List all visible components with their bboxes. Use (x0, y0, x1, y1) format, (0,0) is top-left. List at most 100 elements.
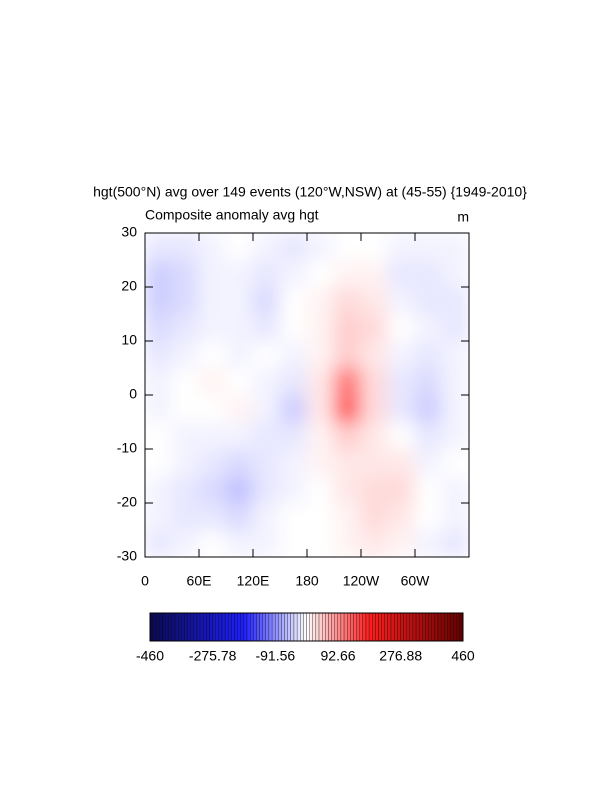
colorbar-box (156, 612, 160, 642)
cell (252, 502, 281, 531)
x-tick-label: 60E (187, 573, 212, 589)
cell (360, 529, 389, 557)
colorbar-box (162, 612, 166, 642)
cell (171, 340, 200, 369)
cell (441, 394, 469, 423)
x-tick-label: 0 (141, 573, 149, 589)
colorbar-box (362, 612, 367, 642)
cell (441, 421, 469, 450)
cell (145, 475, 173, 504)
x-tick-label: 120W (343, 573, 380, 589)
colorbar-box (303, 612, 307, 642)
cell (387, 340, 416, 369)
colorbar-box (390, 612, 395, 642)
cell (171, 233, 200, 261)
colorbar-box (203, 612, 207, 642)
cell (306, 313, 335, 342)
colorbar-box (271, 612, 276, 642)
cell (387, 475, 416, 504)
colorbar-box (453, 612, 457, 642)
cell (198, 502, 227, 531)
colorbar-box (400, 612, 404, 642)
cell (171, 259, 200, 288)
x-tick-label: 180 (295, 573, 319, 589)
cell (145, 394, 173, 423)
cell (306, 502, 335, 531)
cell (171, 313, 200, 342)
cell (225, 529, 254, 557)
cell (360, 340, 389, 369)
cell (333, 529, 362, 557)
cell (225, 286, 254, 315)
cell (333, 367, 362, 396)
colorbar-box (321, 612, 326, 642)
cell (387, 448, 416, 477)
cell (414, 286, 443, 315)
cell (387, 233, 416, 261)
cell (198, 448, 227, 477)
cell (360, 367, 389, 396)
colorbar-box (419, 612, 423, 642)
cell (414, 394, 443, 423)
cell (198, 233, 227, 261)
cell (279, 367, 308, 396)
colorbar-box (406, 612, 410, 642)
cell (171, 448, 200, 477)
colorbar-box (215, 612, 220, 642)
cell (333, 233, 362, 261)
colorbar-box (340, 612, 345, 642)
colorbar-box (431, 612, 435, 642)
cell (279, 259, 308, 288)
cell (279, 448, 308, 477)
colorbar-box (343, 612, 348, 642)
cell (252, 394, 281, 423)
colorbar-box (350, 612, 354, 642)
cell (145, 259, 173, 288)
cell (171, 421, 200, 450)
cell (360, 233, 389, 261)
cell (414, 340, 443, 369)
colorbar-box (328, 612, 332, 642)
cell (387, 502, 416, 531)
colorbar-box (250, 612, 254, 642)
cell (198, 259, 227, 288)
colorbar-label: -275.78 (189, 648, 237, 664)
cell (360, 286, 389, 315)
cell (145, 421, 173, 450)
colorbar-box (306, 612, 310, 642)
cell (252, 529, 281, 557)
colorbar-box (181, 612, 185, 642)
colorbar-box (246, 612, 251, 642)
cell (225, 340, 254, 369)
colorbar-box (237, 612, 241, 642)
cell (414, 313, 443, 342)
colorbar-box (425, 612, 429, 642)
cell (225, 475, 254, 504)
cell (414, 448, 443, 477)
colorbar-box (184, 612, 188, 642)
cell (414, 367, 443, 396)
colorbar-label: 92.66 (321, 648, 356, 664)
cell (198, 367, 227, 396)
colorbar-box (287, 612, 292, 642)
cell (279, 475, 308, 504)
cell (225, 367, 254, 396)
colorbar-box (397, 612, 401, 642)
colorbar-label: 276.88 (379, 648, 422, 664)
colorbar-box (393, 612, 398, 642)
cell (441, 529, 469, 557)
colorbar-box (234, 612, 238, 642)
colorbar-box (381, 612, 385, 642)
cell (225, 233, 254, 261)
cell (279, 394, 308, 423)
cell (198, 529, 227, 557)
colorbar-box (378, 612, 382, 642)
cell (145, 286, 173, 315)
colorbar-box (412, 612, 417, 642)
cell (225, 421, 254, 450)
colorbar-box (206, 612, 210, 642)
cell (252, 233, 281, 261)
cell (252, 475, 281, 504)
colorbar-box (231, 612, 235, 642)
cell (306, 340, 335, 369)
